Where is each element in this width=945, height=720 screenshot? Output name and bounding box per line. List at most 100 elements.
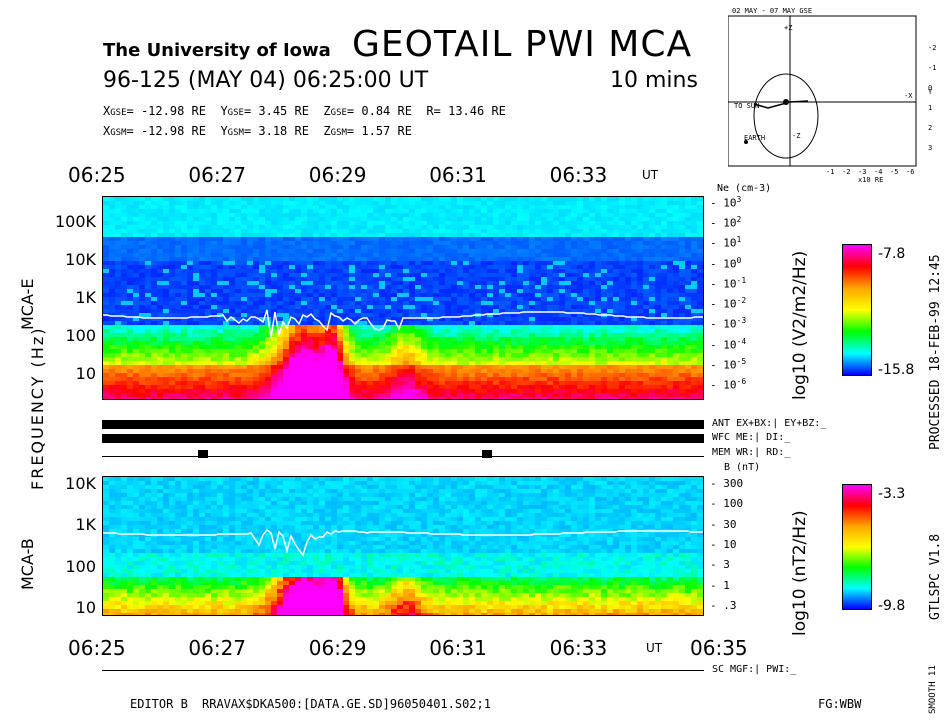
spectrogram-cell [103, 297, 109, 301]
spectrogram-cell [679, 297, 685, 301]
spectrogram-cell [175, 345, 181, 349]
spectrogram-cell [223, 201, 229, 205]
spectrogram-cell [127, 273, 133, 277]
spectrogram-cell [109, 273, 115, 277]
spectrogram-cell [313, 205, 319, 209]
spectrogram-cell [439, 297, 445, 301]
spectrogram-cell [637, 229, 643, 233]
spectrogram-cell [169, 313, 175, 317]
spectrogram-cell [295, 237, 301, 241]
spectrogram-cell [583, 217, 589, 221]
spectrogram-cell [649, 357, 655, 361]
spectrogram-cell [481, 345, 487, 349]
spectrogram-cell [301, 273, 307, 277]
spectrogram-cell [649, 297, 655, 301]
spectrogram-cell [397, 357, 403, 361]
spectrogram-cell [667, 389, 673, 393]
spectrogram-cell [505, 241, 511, 245]
spectrogram-cell [649, 393, 655, 397]
spectrogram-cell [487, 249, 493, 253]
spectrogram-cell [613, 357, 619, 361]
spectrogram-cell [451, 309, 457, 313]
spectrogram-cell [619, 397, 625, 399]
orbit-y-tick: 2 [928, 124, 933, 132]
spectrogram-cell [109, 341, 115, 345]
spectrogram-cell [415, 281, 421, 285]
spectrogram-cell [523, 341, 529, 345]
spectrogram-cell [565, 345, 571, 349]
spectrogram-cell [175, 269, 181, 273]
spectrogram-cell [163, 301, 169, 305]
spectrogram-cell [277, 213, 283, 217]
spectrogram-cell [415, 397, 421, 399]
spectrogram-cell [631, 313, 637, 317]
spectrogram-cell [277, 265, 283, 269]
spectrogram-cell [571, 301, 577, 305]
spectrogram-cell [421, 373, 427, 377]
spectrogram-cell [409, 381, 415, 385]
spectrogram-cell [355, 213, 361, 217]
spectrogram-cell [367, 389, 373, 393]
spectrogram-cell [571, 273, 577, 277]
spectrogram-cell [631, 385, 637, 389]
spectrogram-cell [229, 285, 235, 289]
spectrogram-cell [403, 385, 409, 389]
spectrogram-cell [577, 281, 583, 285]
spectrogram-cell [595, 377, 601, 381]
spectrogram-cell [607, 245, 613, 249]
spectrogram-cell [211, 369, 217, 373]
spectrogram-cell [493, 361, 499, 365]
spectrogram-cell [511, 209, 517, 213]
spectrogram-cell [535, 245, 541, 249]
spectrogram-cell [619, 257, 625, 261]
spectrogram-cell [679, 253, 685, 257]
spectrogram-cell [499, 381, 505, 385]
spectrogram-cell [217, 333, 223, 337]
spectrogram-cell [517, 301, 523, 305]
spectrogram-cell [565, 373, 571, 377]
spectrogram-cell [559, 301, 565, 305]
spectrogram-cell [157, 309, 163, 313]
spectrogram-cell [127, 345, 133, 349]
spectrogram-cell [541, 297, 547, 301]
spectrogram-cell [505, 273, 511, 277]
spectrogram-cell [487, 257, 493, 261]
spectrogram-cell [553, 321, 559, 325]
spectrogram-cell [295, 213, 301, 217]
spectrogram-cell [199, 321, 205, 325]
spectrogram-cell [235, 281, 241, 285]
spectrogram-cell [295, 301, 301, 305]
spectrogram-cell [673, 261, 679, 265]
spectrogram-cell [283, 377, 289, 381]
spectrogram-cell [223, 261, 229, 265]
spectrogram-cell [121, 249, 127, 253]
spectrogram-cell [361, 225, 367, 229]
spectrogram-cell [673, 385, 679, 389]
spectrogram-cell [199, 237, 205, 241]
spectrogram-cell [655, 397, 661, 399]
spectrogram-cell [655, 321, 661, 325]
spectrogram-cell [493, 277, 499, 281]
spectrogram-cell [493, 373, 499, 377]
spectrogram-cell [643, 221, 649, 225]
spectrogram-cell [211, 261, 217, 265]
spectrogram-cell [277, 361, 283, 365]
spectrogram-cell [163, 225, 169, 229]
spectrogram-cell [253, 229, 259, 233]
spectrogram-cell [595, 225, 601, 229]
spectrogram-cell [583, 209, 589, 213]
spectrogram-cell [619, 313, 625, 317]
spectrogram-cell [679, 329, 685, 333]
spectrogram-cell [235, 285, 241, 289]
spectrogram-cell [403, 229, 409, 233]
spectrogram-cell [343, 221, 349, 225]
spectrogram-cell [613, 269, 619, 273]
spectrogram-cell [583, 249, 589, 253]
spectrogram-cell [373, 229, 379, 233]
spectrogram-cell [259, 265, 265, 269]
spectrogram-cell [163, 365, 169, 369]
spectrogram-cell [625, 261, 631, 265]
spectrogram-cell [193, 229, 199, 233]
spectrogram-cell [307, 385, 313, 389]
spectrogram-cell [631, 281, 637, 285]
